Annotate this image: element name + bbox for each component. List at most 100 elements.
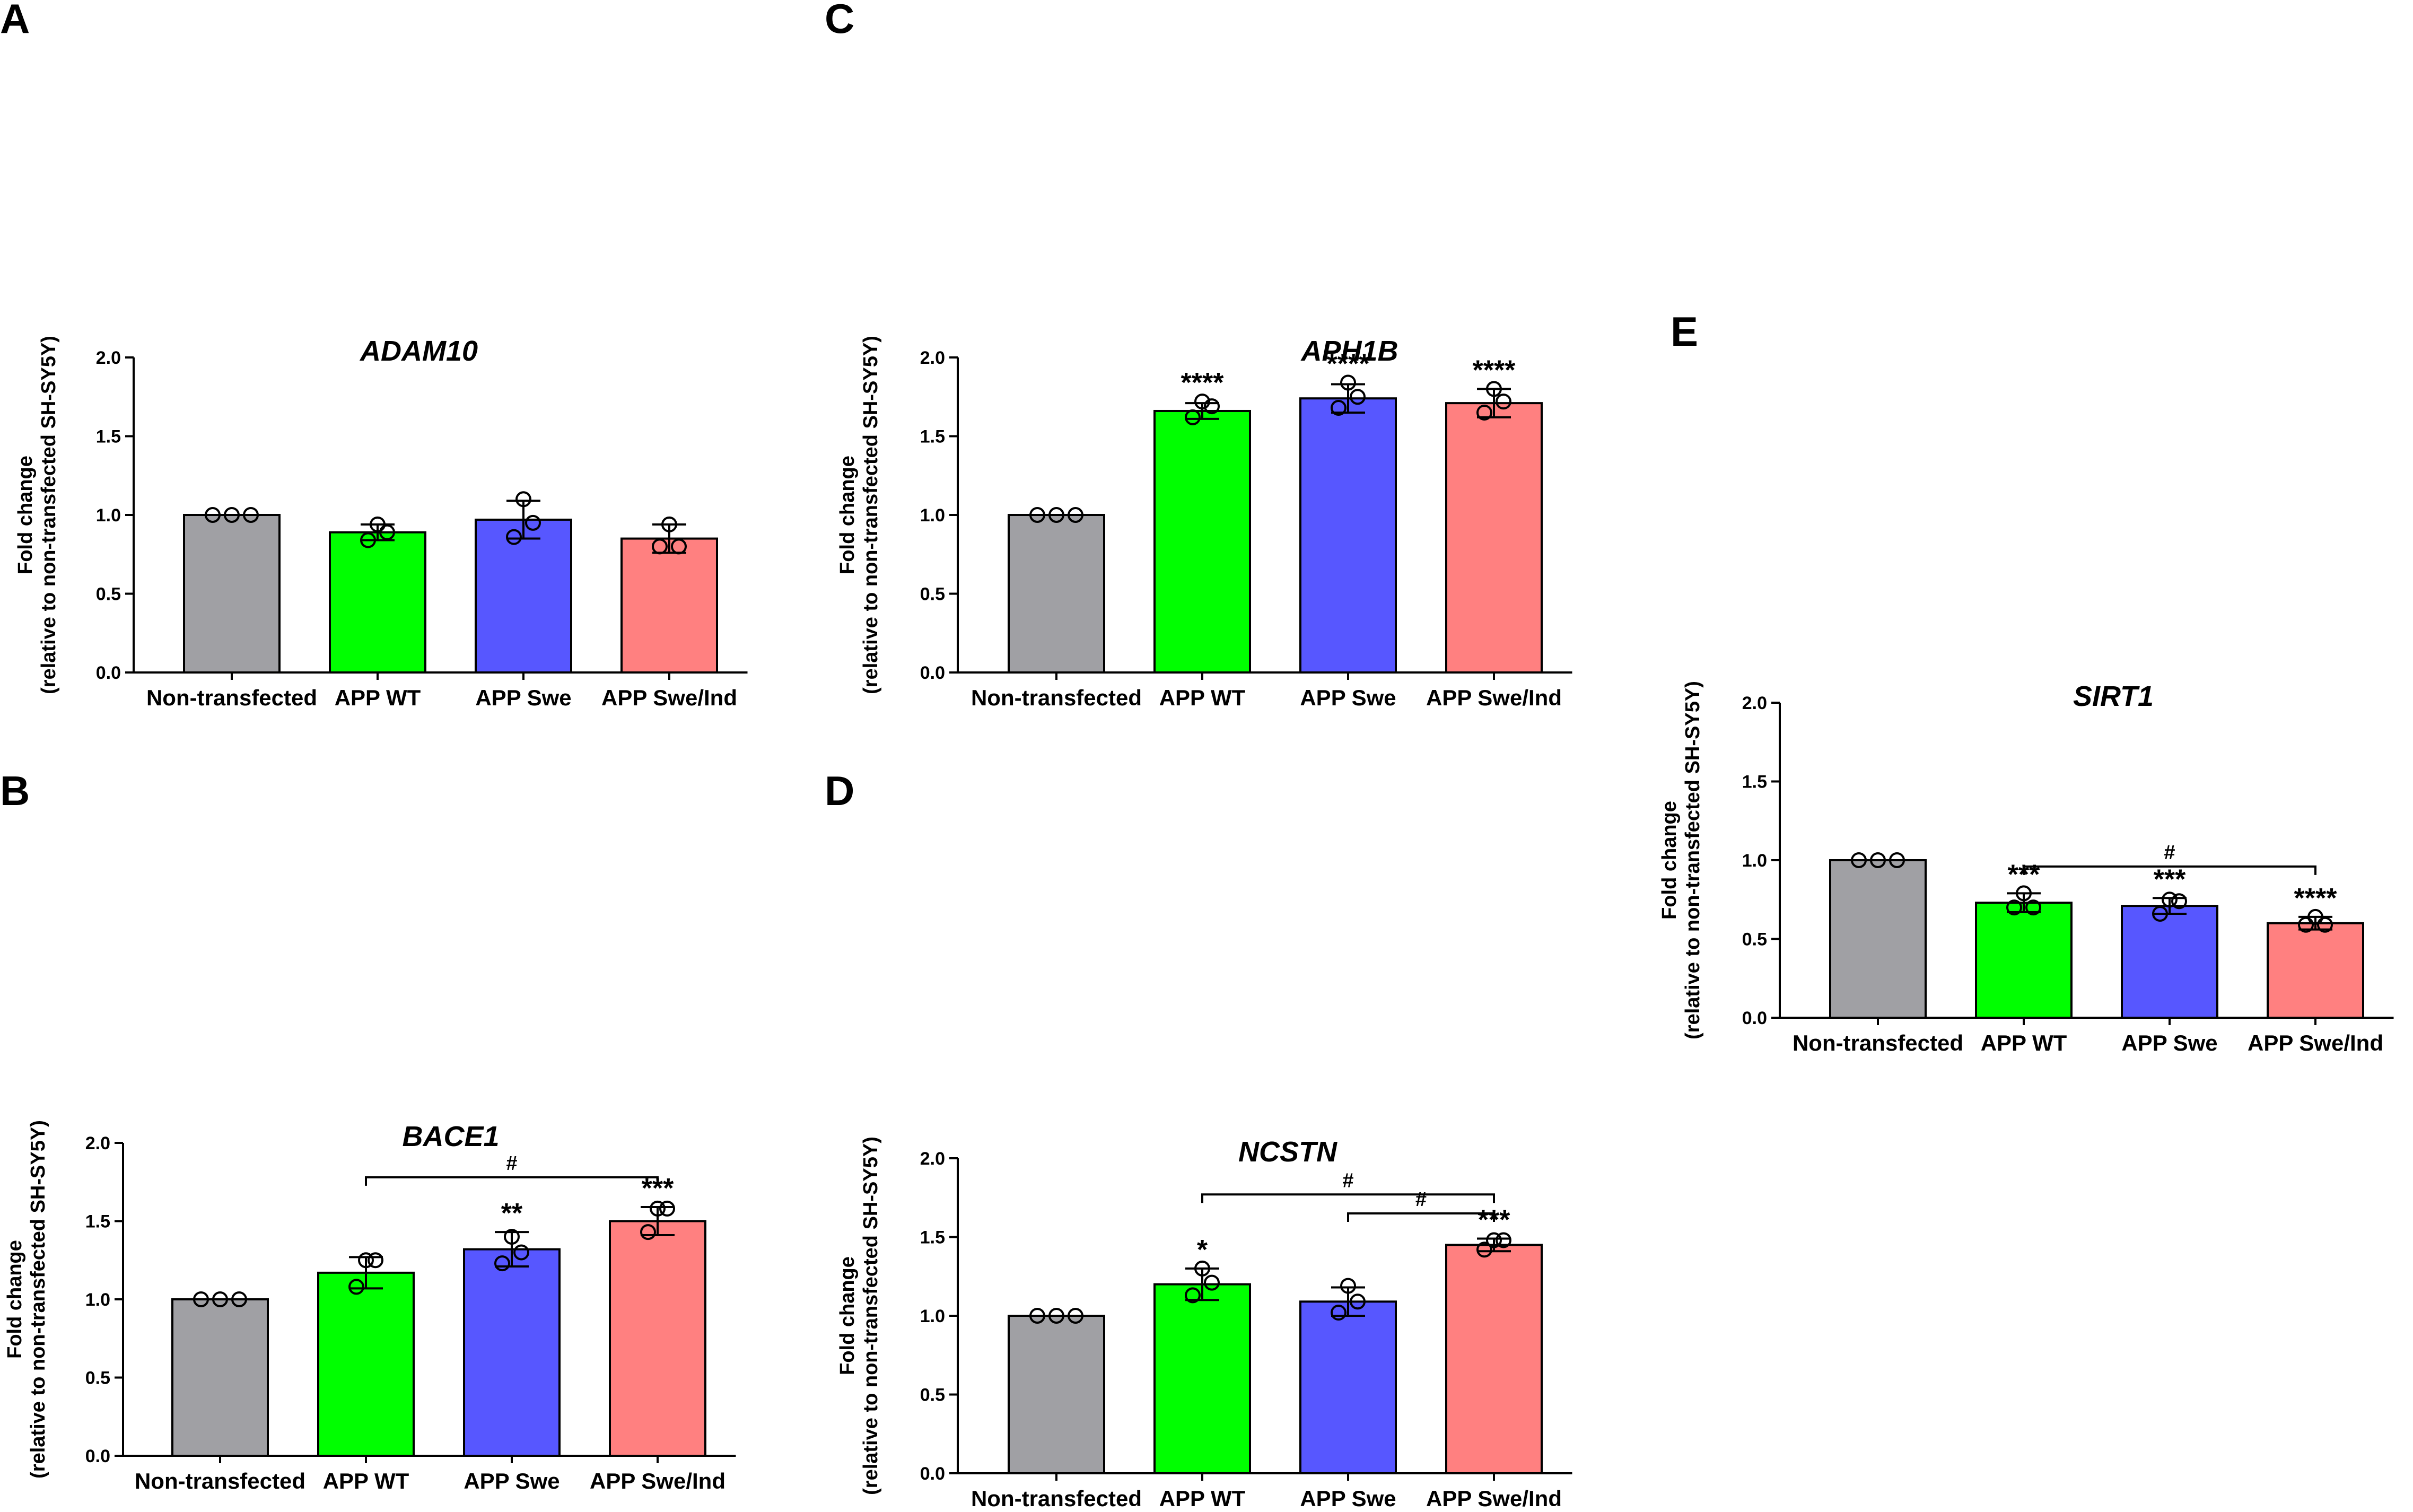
bar-1 (171, 1298, 269, 1457)
data-point (2171, 893, 2187, 910)
data-point (515, 491, 531, 508)
data-point (513, 1244, 529, 1261)
y-axis-label: (relative to non-transfected SH-SY5Y) (27, 1120, 49, 1479)
data-point (1068, 507, 1083, 523)
chart-title: NCSTN (1238, 1136, 1337, 1168)
panel-d: D NCSTN Fold change (relative to non-trans… (825, 767, 1572, 1511)
data-point (659, 1200, 675, 1217)
data-point (1851, 852, 1867, 868)
x-tick-label: APP Swe/Ind (2248, 1030, 2383, 1055)
data-point (348, 1279, 364, 1295)
bar-3 (463, 1248, 561, 1457)
x-tick-label: Non-transfected (135, 1469, 305, 1493)
y-axis-label: (relative to non-transfected SH-SY5Y) (860, 336, 882, 694)
data-point (2298, 916, 2314, 933)
data-point (243, 507, 259, 523)
panel-b: B BACE1 Fold change (relative to non-trans… (0, 767, 736, 1493)
data-point (525, 514, 541, 531)
bar-3 (2121, 905, 2218, 1019)
panel-letter-e: E (1671, 308, 1698, 355)
panel-letter-c: C (825, 0, 854, 42)
bar-1 (1829, 859, 1927, 1019)
data-point (2307, 908, 2323, 925)
data-point (2016, 885, 2032, 902)
data-point (1048, 1308, 1064, 1324)
y-tick-label: 0.5 (85, 1368, 110, 1388)
data-point (379, 524, 395, 540)
data-point (640, 1224, 656, 1240)
comparison-bracket (1347, 1212, 1495, 1222)
x-tick-label: APP Swe/Ind (601, 685, 737, 710)
y-tick-label: 0.5 (920, 1385, 945, 1405)
data-point (1194, 394, 1210, 410)
significance-label: **** (1181, 368, 1225, 398)
data-point (661, 516, 677, 532)
comparison-bracket (2023, 865, 2316, 875)
bracket-label: # (506, 1152, 517, 1175)
x-tick-label: Non-transfected (1793, 1030, 1963, 1055)
bar-3 (1299, 1300, 1397, 1475)
bracket-label: # (1415, 1188, 1427, 1211)
y-tick-label: 1.5 (85, 1212, 110, 1232)
data-point (1204, 398, 1220, 415)
data-point (1486, 1232, 1502, 1248)
bar-3 (1299, 397, 1397, 674)
data-point (1068, 1308, 1083, 1324)
bar-1 (183, 514, 281, 674)
y-tick-label: 1.0 (920, 1306, 945, 1326)
bar-2 (1153, 409, 1251, 674)
data-point (1048, 507, 1064, 523)
y-tick-label: 2.0 (96, 348, 121, 368)
significance-label: * (1197, 1235, 1208, 1265)
y-axis-label: (relative to non-transfected SH-SY5Y) (860, 1137, 882, 1495)
data-point (650, 1200, 666, 1217)
y-tick-label: 0.5 (96, 584, 121, 605)
y-tick-label: 1.0 (85, 1290, 110, 1310)
data-point (1476, 404, 1492, 421)
data-point (205, 507, 221, 523)
significance-label: ** (501, 1198, 523, 1229)
data-point (1194, 1260, 1210, 1277)
x-tick-label: APP WT (335, 685, 421, 710)
data-point (358, 1252, 374, 1269)
data-point (368, 1252, 383, 1269)
y-tick-label: 0.0 (1742, 1008, 1767, 1028)
data-point (1029, 1308, 1045, 1324)
x-tick-label: APP Swe (475, 685, 571, 710)
panel-letter-a: A (0, 0, 30, 42)
data-point (1029, 507, 1045, 523)
bracket-label: # (2164, 842, 2175, 864)
data-point (2162, 892, 2178, 908)
x-tick-label: APP WT (1981, 1030, 2067, 1055)
y-tick-label: 2.0 (1742, 693, 1767, 713)
data-point (1486, 381, 1502, 397)
bar-4 (609, 1220, 706, 1457)
significance-label: **** (2294, 883, 2338, 914)
data-point (1340, 374, 1356, 391)
y-tick-label: 0.0 (96, 663, 121, 683)
chart-title: ADAM10 (359, 335, 478, 367)
x-tick-label: APP WT (1159, 685, 1246, 710)
data-point (2152, 905, 2168, 922)
data-point (494, 1255, 510, 1272)
panel-c: C APH1B Fold change (relative to non-trans… (825, 0, 1572, 710)
y-tick-label: 0.0 (85, 1446, 110, 1466)
panel-letter-b: B (0, 767, 30, 814)
data-point (193, 1291, 209, 1307)
data-point (1185, 1287, 1201, 1304)
data-point (1496, 394, 1511, 410)
x-tick-label: APP Swe (464, 1469, 559, 1493)
data-point (1331, 1305, 1347, 1321)
bracket-label: # (1342, 1169, 1353, 1192)
panel-letter-d: D (825, 767, 854, 814)
significance-label: **** (1327, 349, 1370, 380)
y-tick-label: 1.5 (96, 427, 121, 447)
x-tick-label: APP Swe/Ind (1426, 685, 1562, 710)
bar-2 (317, 1271, 415, 1457)
bar-4 (620, 537, 718, 674)
data-point (224, 507, 240, 523)
comparison-bracket (365, 1176, 659, 1186)
y-tick-label: 1.0 (920, 505, 945, 526)
data-point (1870, 852, 1886, 868)
x-tick-label: APP WT (1159, 1486, 1246, 1511)
